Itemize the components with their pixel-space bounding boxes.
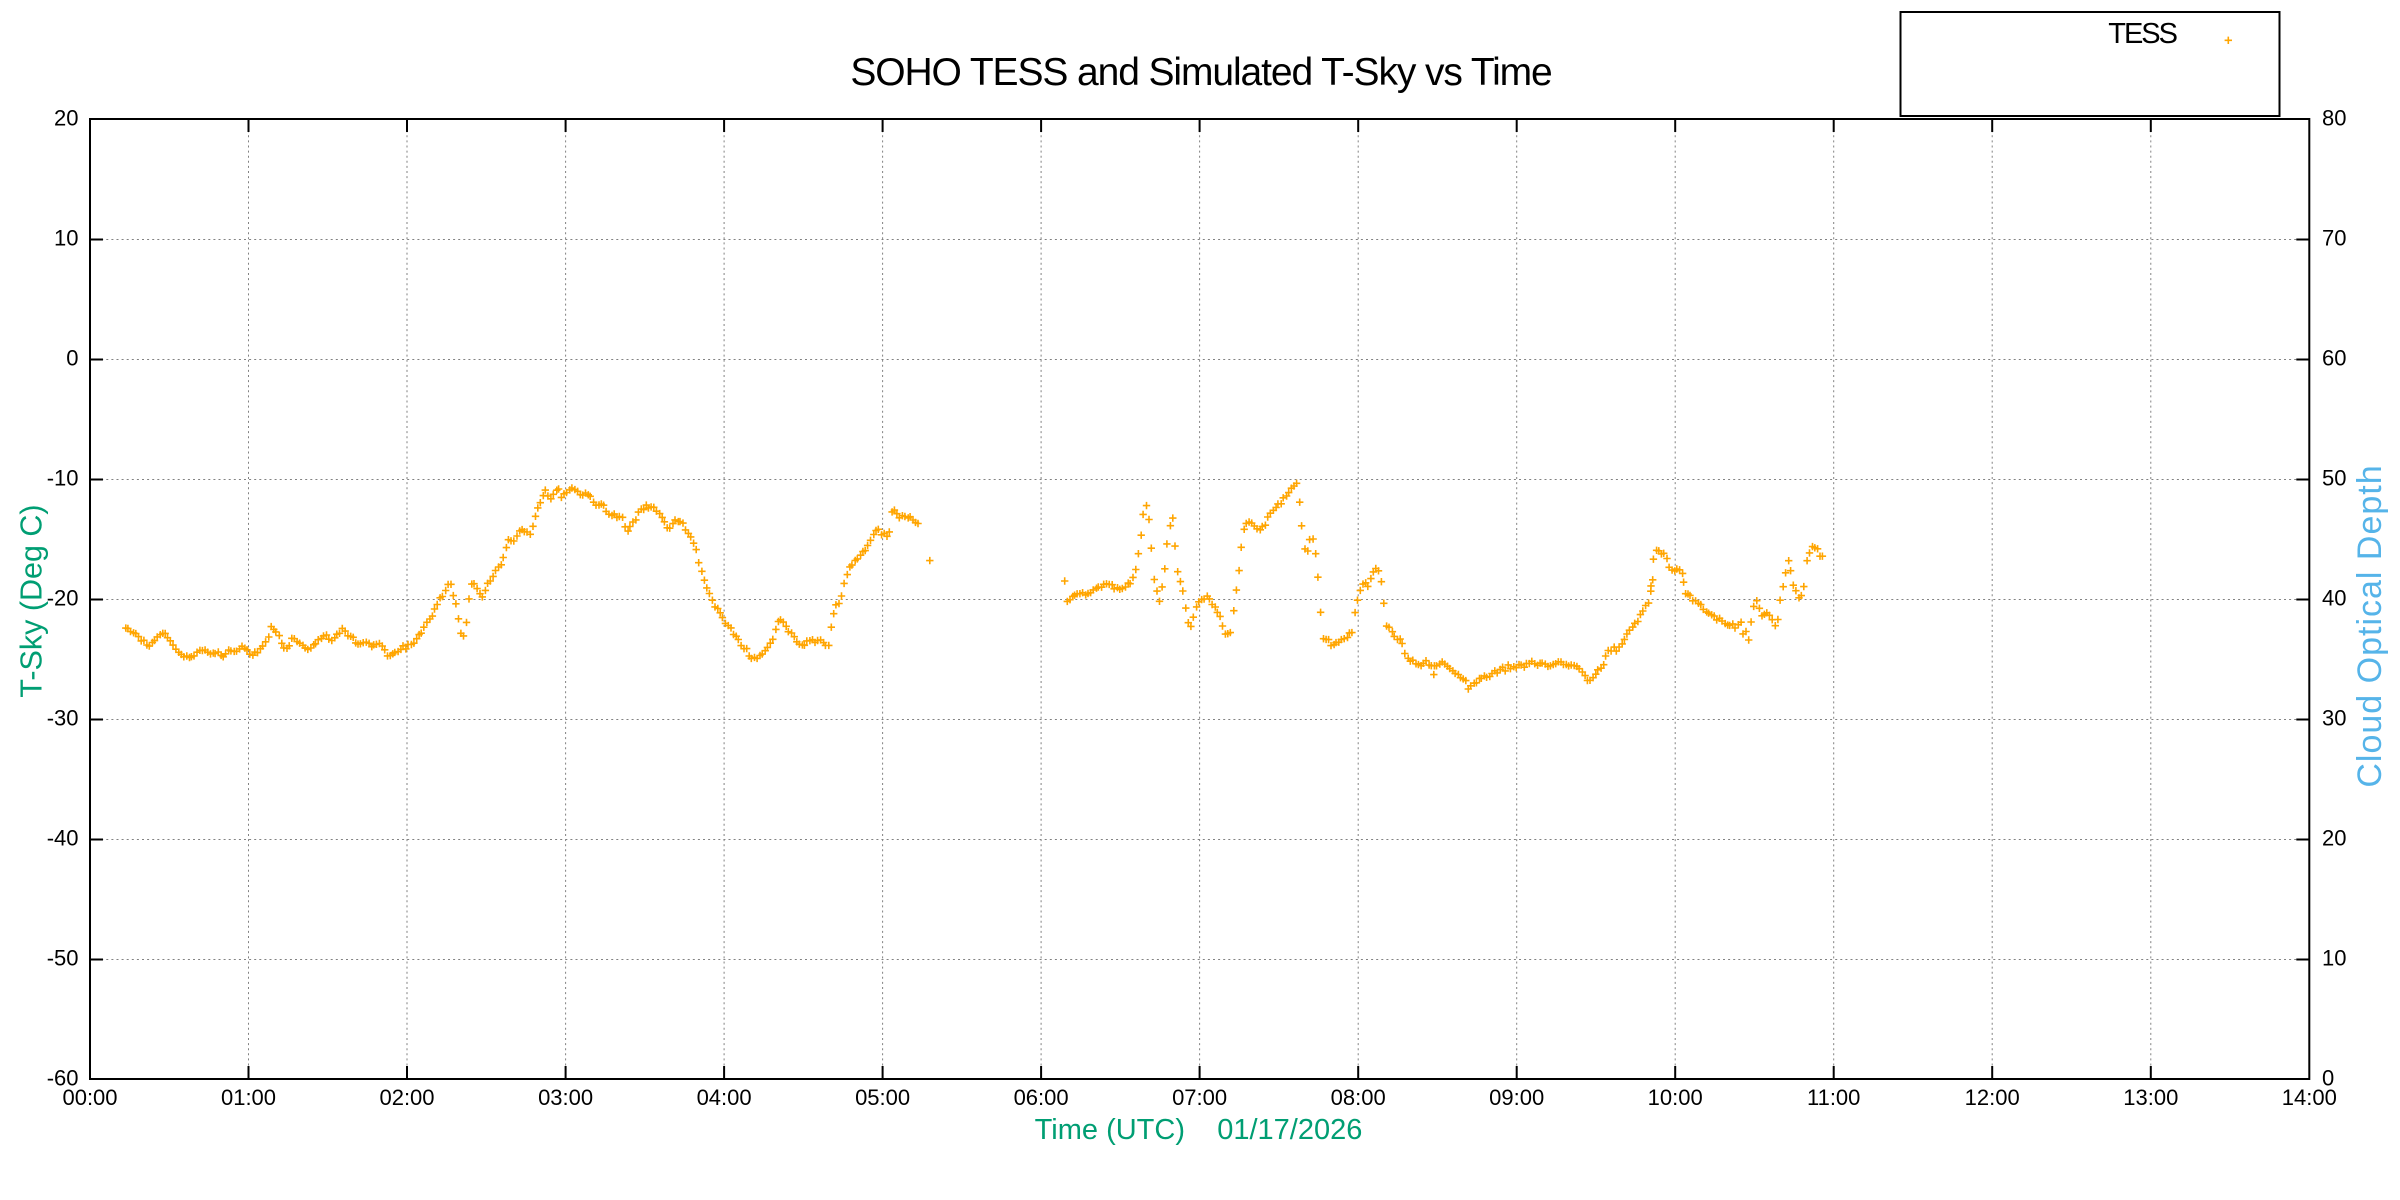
svg-text:T-Sky (Deg C): T-Sky (Deg C)	[15, 504, 49, 697]
svg-text:Cloud Optical Depth: Cloud Optical Depth	[2351, 464, 2389, 787]
svg-text:14:00: 14:00	[2282, 1085, 2337, 1110]
svg-text:12:00: 12:00	[1965, 1085, 2020, 1110]
svg-text:-30: -30	[47, 705, 79, 730]
svg-text:40: 40	[2322, 585, 2346, 610]
svg-text:08:00: 08:00	[1331, 1085, 1386, 1110]
svg-text:-20: -20	[47, 585, 79, 610]
svg-text:0: 0	[2322, 1065, 2334, 1090]
svg-text:07:00: 07:00	[1172, 1085, 1227, 1110]
svg-text:-60: -60	[47, 1065, 79, 1090]
svg-text:70: 70	[2322, 225, 2346, 250]
svg-text:60: 60	[2322, 345, 2346, 370]
svg-text:01:00: 01:00	[221, 1085, 276, 1110]
svg-text:04:00: 04:00	[697, 1085, 752, 1110]
svg-text:-50: -50	[47, 945, 79, 970]
svg-text:06:00: 06:00	[1014, 1085, 1069, 1110]
svg-text:-40: -40	[47, 825, 79, 850]
svg-text:09:00: 09:00	[1489, 1085, 1544, 1110]
svg-text:TESS: TESS	[2108, 18, 2177, 50]
svg-text:Time (UTC) 01/17/2026: Time (UTC) 01/17/2026	[1035, 1114, 1363, 1146]
svg-text:10:00: 10:00	[1648, 1085, 1703, 1110]
svg-text:30: 30	[2322, 705, 2346, 730]
svg-text:10: 10	[2322, 945, 2346, 970]
svg-text:-10: -10	[47, 465, 79, 490]
svg-text:03:00: 03:00	[538, 1085, 593, 1110]
svg-text:0: 0	[66, 345, 78, 370]
svg-text:05:00: 05:00	[855, 1085, 910, 1110]
svg-text:02:00: 02:00	[379, 1085, 434, 1110]
svg-text:13:00: 13:00	[2123, 1085, 2178, 1110]
svg-text:20: 20	[2322, 825, 2346, 850]
svg-text:11:00: 11:00	[1807, 1085, 1860, 1110]
svg-text:20: 20	[54, 105, 78, 130]
svg-text:50: 50	[2322, 465, 2346, 490]
svg-text:SOHO TESS and Simulated T-Sky: SOHO TESS and Simulated T-Sky vs Time	[850, 51, 1551, 94]
svg-text:80: 80	[2322, 105, 2346, 130]
svg-text:10: 10	[54, 225, 78, 250]
svg-text:00:00: 00:00	[62, 1085, 117, 1110]
